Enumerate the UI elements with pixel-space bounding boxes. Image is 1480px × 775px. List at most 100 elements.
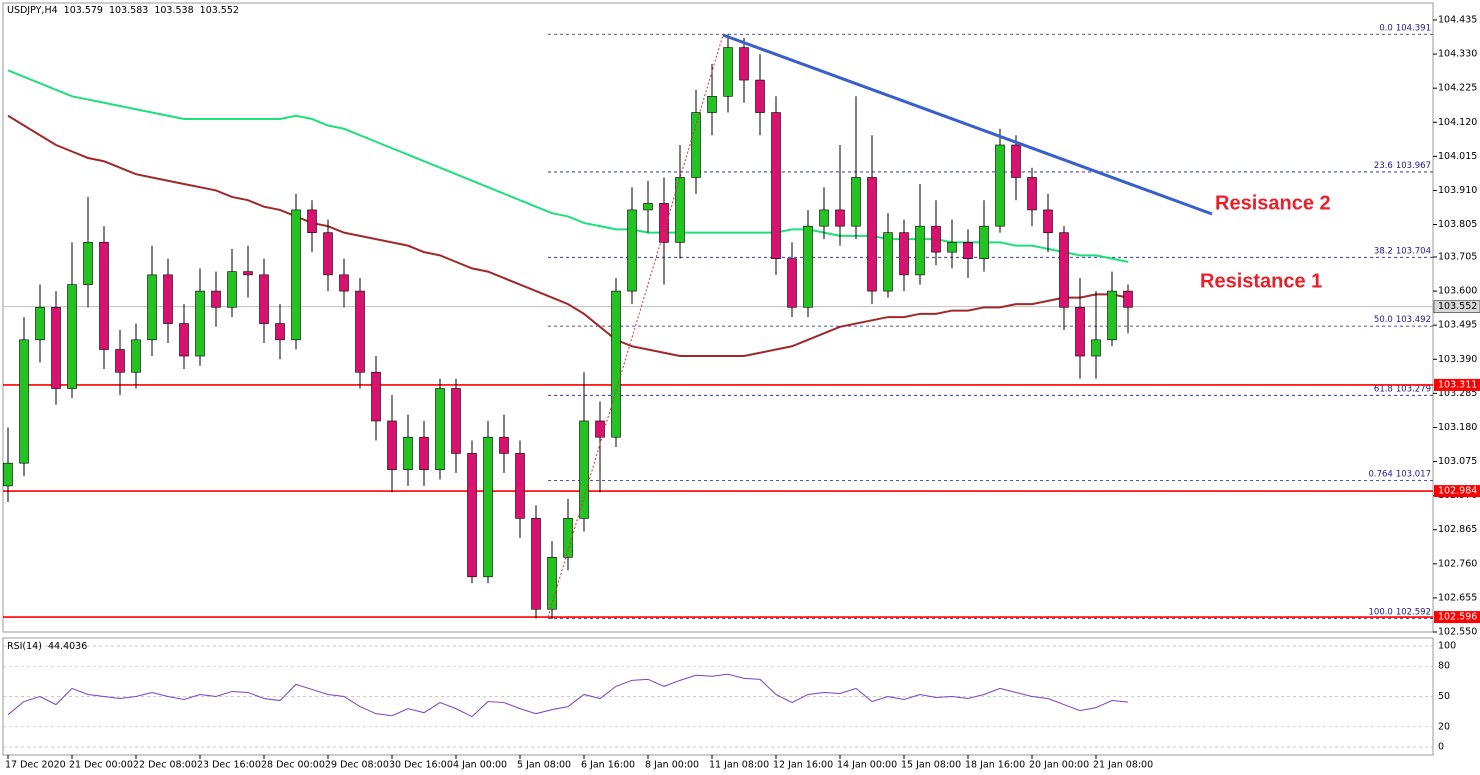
fib-label: 50.0 103.492 <box>1374 315 1431 325</box>
candle-body <box>819 209 829 227</box>
candle-body <box>67 284 77 389</box>
candle-body <box>1043 209 1053 233</box>
candle-body <box>739 47 749 81</box>
level-label: 102.596 <box>1438 612 1477 623</box>
y-tick-label: 104.435 <box>1438 15 1477 26</box>
moving-average <box>7 114 1129 358</box>
candle-body <box>467 453 477 578</box>
candle-body <box>563 518 573 558</box>
candle-body <box>35 307 45 341</box>
x-tick-label: 11 Jan 08:00 <box>709 760 769 771</box>
candle-body <box>627 209 637 292</box>
x-tick-label: 21 Jan 08:00 <box>1093 760 1153 771</box>
fib-level: 0.764 <box>1369 469 1393 479</box>
candle-body <box>3 462 13 487</box>
candle-body <box>227 271 237 308</box>
x-tick-label: 15 Jan 08:00 <box>901 760 961 771</box>
rsi-label: RSI(14) <box>7 641 42 652</box>
candle-body <box>323 232 333 276</box>
candle-body <box>979 225 989 259</box>
candle-body <box>915 225 925 276</box>
y-tick-label: 102.760 <box>1438 558 1477 569</box>
fib-label: 61.8 103.279 <box>1374 384 1431 394</box>
candle-body <box>899 232 909 276</box>
y-tick-label: 103.180 <box>1438 422 1477 433</box>
candle-body <box>675 177 685 243</box>
fib-level: 61.8 <box>1374 384 1393 394</box>
candle-body <box>435 388 445 470</box>
candle-body <box>755 79 765 113</box>
rsi-header: RSI(14) 44.4036 <box>7 641 87 652</box>
y-tick-label: 104.015 <box>1438 151 1477 162</box>
level-label: 102.984 <box>1438 486 1477 497</box>
candle-body <box>691 112 701 178</box>
candle-body <box>595 420 605 438</box>
level-box <box>1434 611 1480 624</box>
level-box <box>1434 485 1480 498</box>
candle-body <box>483 436 493 578</box>
x-tick-label: 23 Dec 16:00 <box>197 760 261 771</box>
fib-price: 102.592 <box>1396 607 1431 617</box>
candle-body <box>339 274 349 292</box>
candle-body <box>1059 232 1069 308</box>
x-tick-label: 6 Jan 16:00 <box>581 760 635 771</box>
y-tick-label: 102.865 <box>1438 524 1477 535</box>
candle-body <box>643 203 653 211</box>
candle-body <box>403 436 413 470</box>
candle-body <box>963 242 973 259</box>
rsi-tick-label: 80 <box>1438 661 1450 672</box>
candle-body <box>851 177 861 227</box>
candle-body <box>275 323 285 341</box>
candle-body <box>307 209 317 233</box>
candle-body <box>99 242 109 350</box>
fib-label: 23.6 103.967 <box>1374 160 1431 170</box>
last-price-label: 103.552 <box>1438 301 1477 312</box>
x-tick-label: 21 Dec 00:00 <box>69 760 133 771</box>
level-box <box>1434 378 1480 391</box>
candle-body <box>1027 177 1037 211</box>
symbol: USDJPY,H4 <box>7 5 58 16</box>
candle-body <box>259 274 269 324</box>
candle-body <box>19 339 29 464</box>
x-tick-label: 17 Dec 2020 <box>5 760 66 771</box>
candle-body <box>291 209 301 341</box>
fib-price: 103.017 <box>1396 469 1431 479</box>
candle-body <box>51 307 61 389</box>
candle-body <box>243 271 253 276</box>
x-tick-label: 28 Dec 00:00 <box>261 760 325 771</box>
header: USDJPY,H4 103.579 103.583 103.538 103.55… <box>7 5 239 16</box>
fib-trend-line <box>547 34 724 618</box>
fib-price: 103.704 <box>1396 246 1431 256</box>
rsi-tick-label: 50 <box>1438 691 1450 702</box>
fib-price: 103.967 <box>1396 160 1431 170</box>
x-tick-label: 30 Dec 16:00 <box>389 760 453 771</box>
quote-close: 103.552 <box>200 5 239 16</box>
candle-body <box>451 388 461 454</box>
resistance-trend-line <box>722 33 1213 216</box>
candle-body <box>579 420 589 519</box>
rsi-line <box>7 673 1129 718</box>
quote-high: 103.583 <box>109 5 148 16</box>
x-tick-label: 5 Jan 08:00 <box>517 760 571 771</box>
candle-body <box>419 436 429 470</box>
candle-body <box>515 453 525 519</box>
quote-low: 103.538 <box>154 5 193 16</box>
candle-body <box>787 258 797 308</box>
candle-body <box>995 144 1005 227</box>
y-tick-label: 103.285 <box>1438 388 1477 399</box>
x-tick-label: 14 Jan 00:00 <box>837 760 897 771</box>
y-tick-label: 103.075 <box>1438 456 1477 467</box>
y-tick-label: 104.225 <box>1438 83 1477 94</box>
candle-body <box>371 371 381 422</box>
y-tick-label: 104.330 <box>1438 49 1477 60</box>
candle-body <box>387 420 397 470</box>
y-tick-label: 103.390 <box>1438 354 1477 365</box>
y-tick-label: 102.655 <box>1438 592 1477 603</box>
fib-price: 103.279 <box>1396 384 1431 394</box>
candle-body <box>163 274 173 324</box>
x-tick-label: 22 Dec 08:00 <box>133 760 197 771</box>
moving-average <box>7 69 1129 263</box>
y-tick-label: 103.600 <box>1438 286 1477 297</box>
candle-body <box>499 436 509 454</box>
fib-label: 0.0 104.391 <box>1379 23 1431 33</box>
